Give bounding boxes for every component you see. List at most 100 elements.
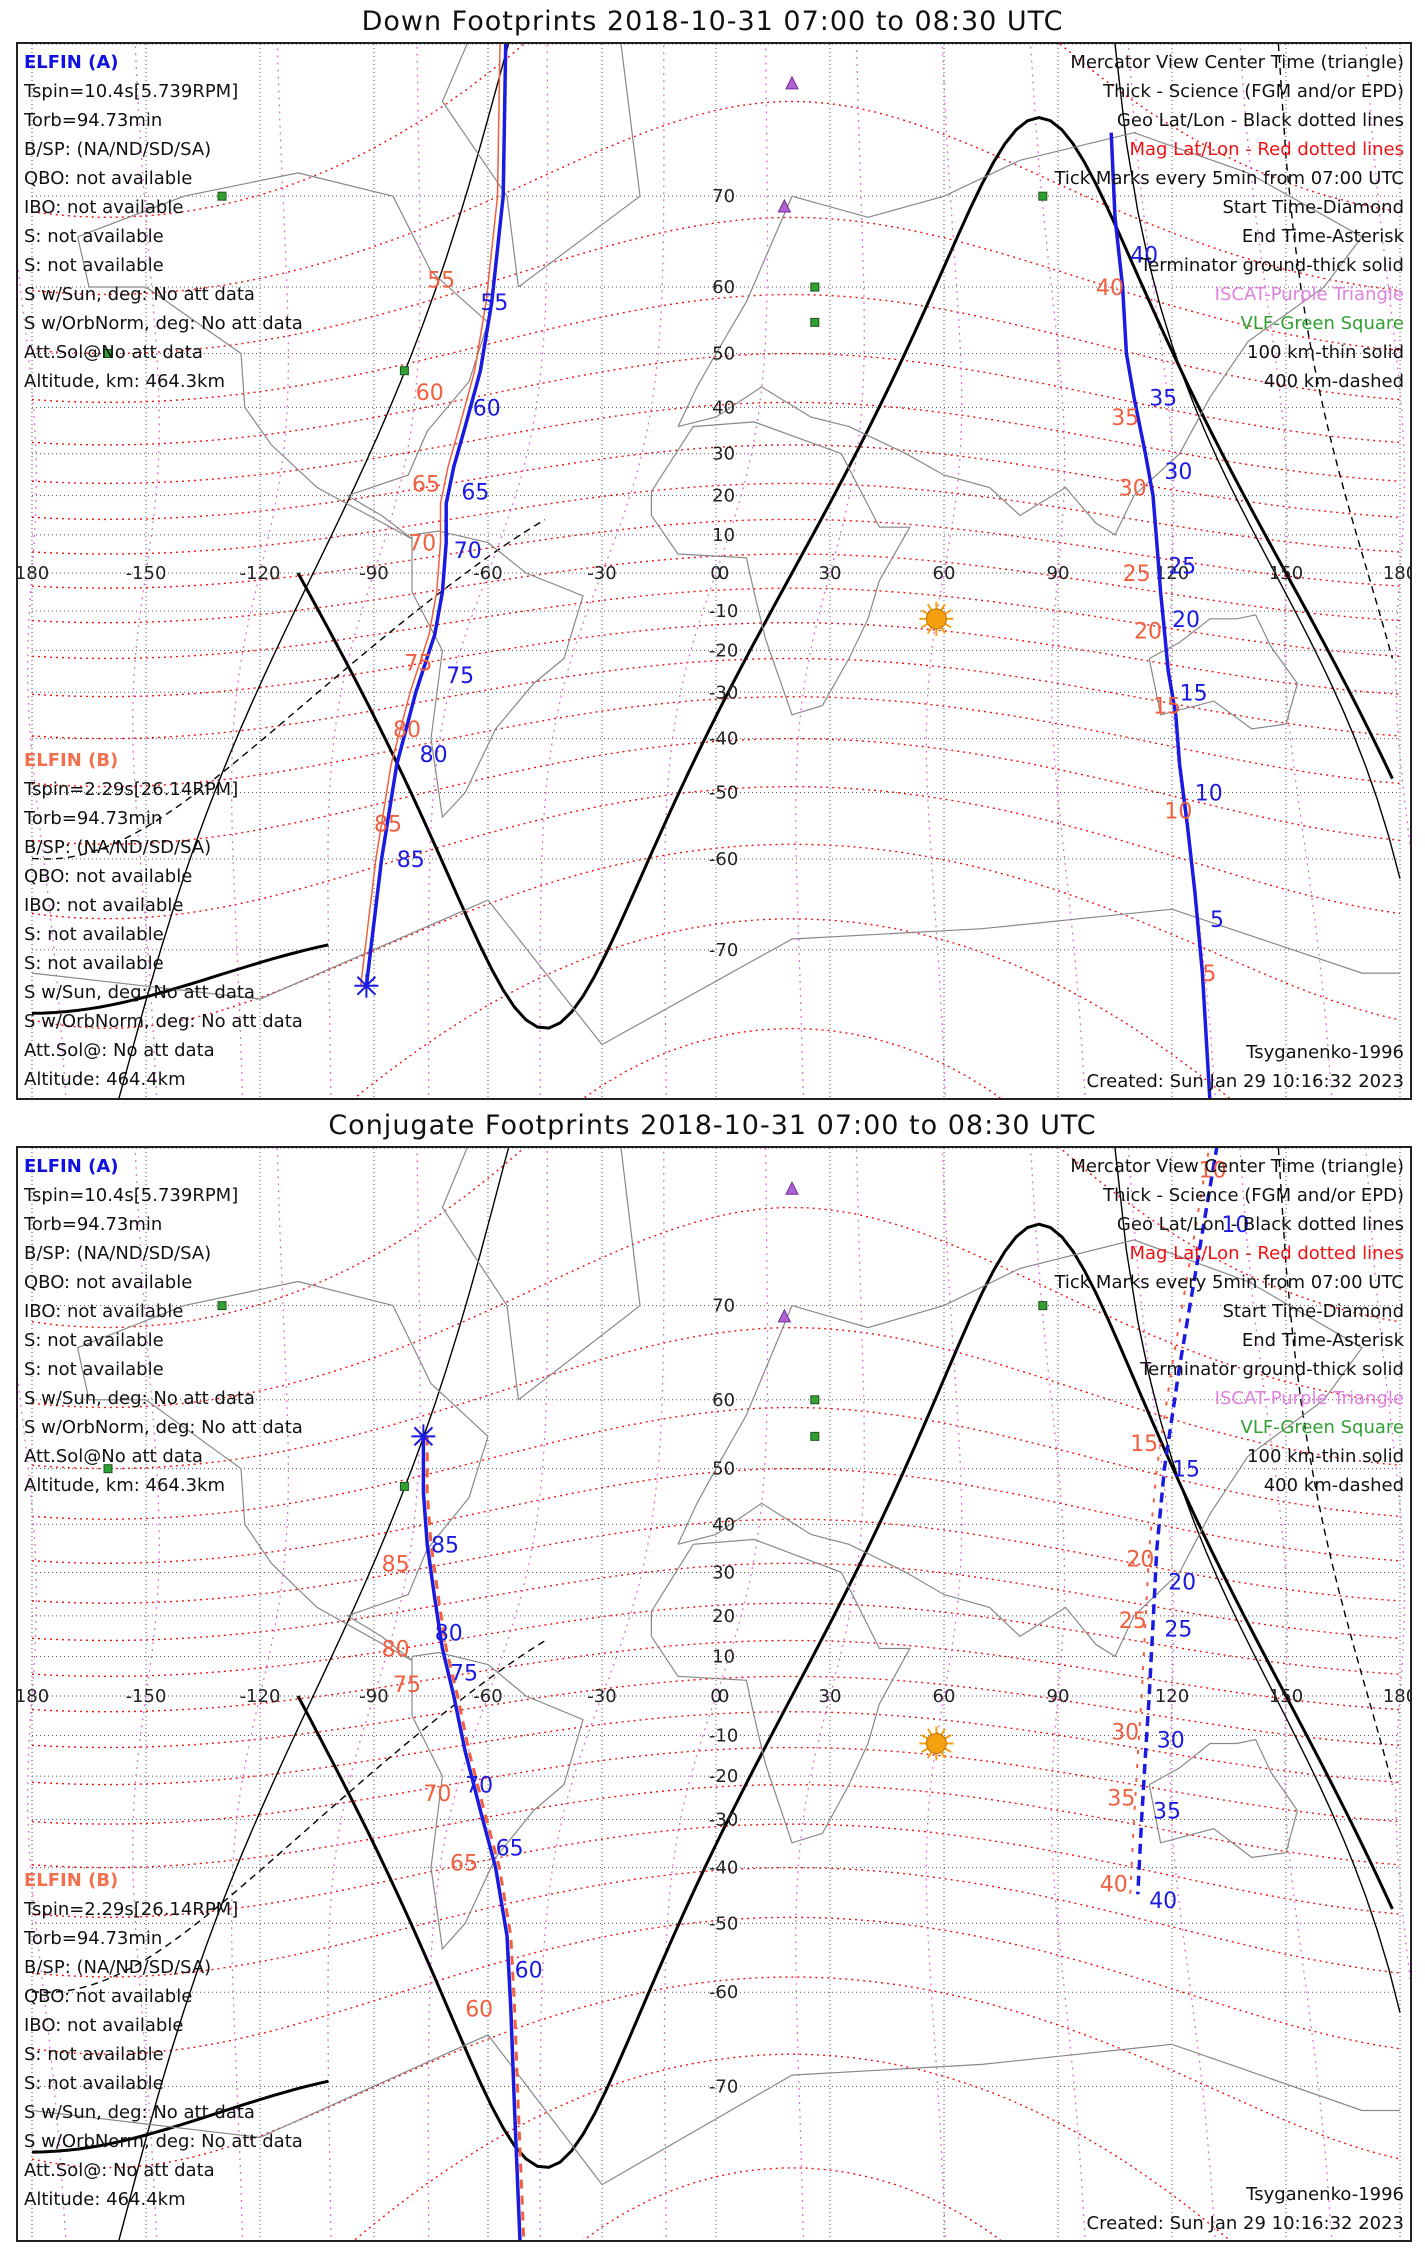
legend-item: 100 km-thin solid [1247,1446,1404,1467]
elfin-a-line: S: not available [24,226,164,247]
continent-outline [31,899,1400,1046]
legend: Mercator View Center Time (triangle) Thi… [1054,48,1404,396]
horizon-100km-line [1114,44,1401,879]
lat-tick-label: -10 [709,1725,738,1746]
lon-tick-label: -60 [473,1686,502,1707]
elfin-a-time-label: 25 [1164,1617,1192,1642]
legend-item: 400 km-dashed [1263,1475,1404,1496]
mag-lon-line [1365,44,1410,851]
elfin-b-time-label: 20 [1134,620,1162,645]
lat-tick-label: 40 [712,397,735,418]
mag-lat-line [31,1675,1401,1749]
lat-tick-label: 0 [718,1686,729,1707]
continent-outline [77,172,489,540]
legend-item: Terminator ground-thick solid [1140,255,1404,276]
elfin-b-line: S: not available [24,2073,164,2094]
elfin-b-track [425,1436,526,2240]
mag-lat-line [31,1639,1401,1713]
elfin-a-time-label: 65 [461,481,489,506]
sun-ray [944,609,952,615]
mag-lat-line [31,1783,1401,1869]
mag-lon-line [925,1148,963,2240]
elfin-b-time-label: 60 [416,381,444,406]
mag-lon-line [1029,44,1086,1098]
legend-item: 400 km-dashed [1263,371,1404,392]
sun-ray [921,1747,929,1753]
bottom-map-panel: 180 -150 -120 -90 -60 -30 0 30 60 90 120 150 180 70 60… [16,1146,1412,2242]
elfin-a-line: Torb=94.73min [24,1214,163,1235]
elfin-a-time-label: 20 [1168,1570,1196,1595]
lat-tick-label: 60 [712,1390,735,1411]
elfin-b-time-label: 10 [1164,800,1192,825]
terminator-line [296,116,1394,1030]
sun-ray [921,622,929,629]
created-label: Created: Sun Jan 29 10:16:32 2023 [1086,1071,1404,1092]
elfin-b-info: ELFIN (B) Tspin=2.29s[26.14RPM] Torb=94.… [24,1866,303,2214]
legend-item: 100 km-thin solid [1247,342,1404,363]
mag-lat-line [31,1602,1401,1677]
model-label: Tsyganenko-1996 [1246,1042,1404,1063]
lat-tick-label: 30 [712,444,735,465]
lat-tick-label: -40 [709,1858,738,1879]
mag-lat-line [31,216,1401,355]
elfin-b-time-label: 85 [382,1552,410,1577]
elfin-b-time-label: 60 [465,1997,493,2022]
continent-outline [650,1538,911,1844]
legend-item: Start Time-Diamond [1222,197,1404,218]
continent-outline [441,1148,641,1401]
elfin-a-line: B/SP: (NA/ND/SD/SA) [24,1243,212,1264]
elfin-a-line: Tspin=10.4s[5.739RPM] [24,1185,239,1206]
vlf-square-icon [810,1431,820,1441]
elfin-a-time-label: 75 [446,664,474,689]
lon-tick-label: 0 [710,563,721,584]
lon-tick-label: 180 [1383,563,1412,584]
elfin-a-time-label: 80 [435,1621,463,1646]
footer-right: Tsyganenko-1996 Created: Sun Jan 29 10:1… [1087,1038,1404,1096]
continent-outline [677,132,1363,536]
legend-item: End Time-Asterisk [1241,226,1404,247]
elfin-b-line: Torb=94.73min [24,1928,163,1949]
mag-lat-line [31,1562,1401,1642]
lon-tick-label: -30 [587,563,616,584]
lat-tick-label: -20 [709,640,738,661]
lon-tick-label: 120 [1155,563,1189,584]
mag-lon-line [663,44,769,1098]
elfin-b-time-label: 35 [1107,1786,1135,1811]
elfin-b-line: Altitude: 464.4km [24,2189,186,2210]
elfin-a-line: S: not available [24,1359,164,1380]
lat-tick-label: -10 [709,601,738,622]
elfin-b-time-label: 80 [382,1638,410,1663]
sun-ray [921,1734,929,1740]
elfin-a-track [364,44,508,986]
mag-lon-line [539,1148,665,2240]
elfin-b-time-label: 10 [1199,1159,1227,1184]
lat-tick-label: 10 [712,1647,735,1668]
sun-ray [944,622,952,629]
lat-tick-label: 40 [712,1514,735,1535]
legend-item: Thick - Science (FGM and/or EPD) [1103,81,1404,102]
elfin-a-line: Att.Sol@No att data [24,1446,203,1467]
legend-item: End Time-Asterisk [1241,1330,1404,1351]
mag-lat-line [31,1866,1401,1978]
legend-item: Geo Lat/Lon - Black dotted lines [1116,1214,1404,1235]
mag-lon-line [1365,1148,1410,1984]
legend: Mercator View Center Time (triangle) Thi… [1054,1152,1404,1500]
lon-tick-label: 90 [1047,563,1070,584]
elfin-b-line: Altitude: 464.4km [24,1069,186,1090]
sun-ray [940,626,946,635]
elfin-a-time-label: 85 [431,1533,459,1558]
lon-tick-label: -120 [240,563,281,584]
elfin-b-line: QBO: not available [24,1986,193,2007]
elfin-b-time-label: 35 [1111,406,1139,431]
mag-lat-line [31,293,1401,404]
legend-item: VLF-Green Square [1240,1417,1404,1438]
horizon-400km-line [1277,1148,1394,1785]
footer-right: Tsyganenko-1996 Created: Sun Jan 29 10:1… [1087,2180,1404,2238]
elfin-a-line: QBO: not available [24,168,193,189]
top-map-panel: 180 -150 -120 -90 -60 -30 0 30 60 90 120 150 180 70 60… [16,42,1412,1100]
elfin-a-time-label: 80 [420,743,448,768]
mag-lat-line [31,1746,1401,1825]
elfin-b-time-label: 70 [423,1782,451,1807]
mag-lat-line [31,1518,1401,1604]
sun-ray [921,609,929,615]
